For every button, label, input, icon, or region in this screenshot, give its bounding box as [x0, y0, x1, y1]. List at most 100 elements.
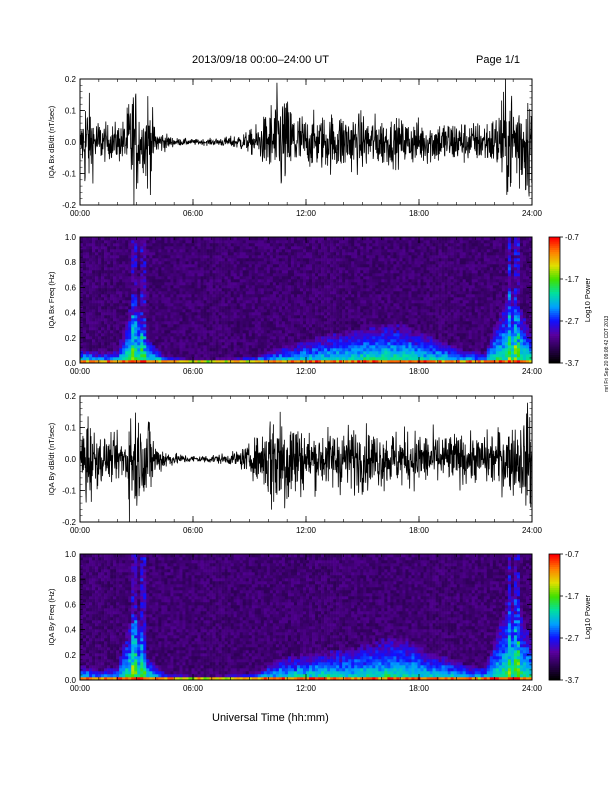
spectrogram-cell: [155, 321, 159, 325]
spectrogram-cell: [158, 252, 162, 256]
spectrogram-cell: [152, 270, 156, 274]
spectrogram-cell: [116, 300, 120, 304]
spectrogram-cell: [296, 333, 301, 337]
spectrogram-cell: [80, 348, 84, 352]
spectrogram-cell: [179, 330, 183, 334]
spectrogram-cell: [411, 348, 415, 352]
spectrogram-cell: [182, 243, 186, 247]
spectrogram-cell: [278, 297, 283, 301]
spectrogram-cell: [423, 243, 427, 247]
spectrogram-cell: [104, 240, 108, 244]
spectrogram-cell: [354, 333, 358, 337]
spectrogram-cell: [263, 348, 268, 352]
spectrogram-cell: [378, 249, 382, 253]
spectrogram-cell: [366, 294, 370, 298]
spectrogram-cell: [143, 345, 147, 349]
spectrogram-cell: [236, 288, 240, 292]
spectrogram-cell: [128, 300, 132, 304]
spectrogram-cell: [209, 273, 213, 277]
spectrogram-cell: [248, 264, 253, 268]
spectrogram-cell: [269, 300, 274, 304]
spectrogram-cell: [411, 240, 415, 244]
spectrogram-cell: [293, 240, 298, 244]
spectrogram-cell: [197, 270, 201, 274]
spectrogram-cell: [299, 261, 304, 265]
spectrogram-cell: [215, 285, 219, 289]
spectrogram-cell: [80, 360, 84, 364]
spectrogram-cell: [176, 279, 180, 283]
spectrogram-cell: [182, 330, 186, 334]
spectrogram-cell: [188, 276, 192, 280]
spectrogram-cell: [290, 354, 295, 358]
spectrogram-cell: [89, 258, 93, 262]
spectrogram-cell: [224, 240, 228, 244]
spectrogram-cell: [260, 321, 265, 325]
spectrogram-cell: [218, 249, 222, 253]
spectrogram-cell: [275, 261, 280, 265]
spectrogram-cell: [182, 297, 186, 301]
spectrogram-cell: [348, 282, 352, 286]
spectrogram-cell: [296, 342, 301, 346]
spectrogram-cell: [336, 252, 340, 256]
spectrogram-cell: [107, 357, 111, 361]
spectrogram-cell: [218, 252, 222, 256]
spectrogram-cell: [402, 360, 406, 364]
spectrogram-cell: [315, 333, 319, 337]
spectrogram-cell: [333, 342, 337, 346]
spectrogram-cell: [396, 237, 400, 241]
spectrogram-cell: [173, 291, 177, 295]
spectrogram-cell: [312, 312, 316, 316]
spectrogram-cell: [396, 312, 400, 316]
spectrogram-cell: [278, 258, 283, 262]
spectrogram-cell: [215, 246, 219, 250]
spectrogram-cell: [239, 264, 244, 268]
spectrogram-cell: [405, 318, 409, 322]
spectrogram-cell: [92, 249, 96, 253]
spectrogram-cell: [218, 285, 222, 289]
spectrogram-cell: [215, 309, 219, 313]
spectrogram-cell: [245, 321, 250, 325]
spectrogram-cell: [182, 309, 186, 313]
spectrogram-cell: [230, 348, 234, 352]
spectrogram-cell: [399, 288, 403, 292]
spectrogram-cell: [173, 243, 177, 247]
spectrogram-cell: [197, 288, 201, 292]
spectrogram-cell: [393, 312, 397, 316]
spectrogram-cell: [275, 351, 280, 355]
spectrogram-cell: [269, 342, 274, 346]
spectrogram-cell: [245, 273, 250, 277]
spectrogram-cell: [236, 255, 240, 259]
spectrogram-cell: [251, 321, 256, 325]
x-tick-label: 12:00: [296, 209, 317, 218]
spectrogram-cell: [296, 243, 301, 247]
spectrogram-cell: [167, 354, 171, 358]
spectrogram-cell: [194, 264, 198, 268]
spectrogram-cell: [206, 276, 210, 280]
spectrogram-cell: [188, 354, 192, 358]
spectrogram-cell: [324, 294, 328, 298]
spectrogram-cell: [107, 249, 111, 253]
spectrogram-cell: [212, 240, 216, 244]
spectrogram-cell: [101, 327, 105, 331]
spectrogram-cell: [278, 342, 283, 346]
spectrogram-cell: [330, 315, 334, 319]
spectrogram-cell: [333, 348, 337, 352]
spectrogram-cell: [167, 339, 171, 343]
spectrogram-cell: [176, 327, 180, 331]
spectrogram-cell: [176, 258, 180, 262]
spectrogram-cell: [146, 357, 150, 361]
spectrogram-cell: [345, 315, 349, 319]
spectrogram-cell: [302, 303, 307, 307]
spectrogram-cell: [333, 300, 337, 304]
spectrogram-cell: [411, 237, 415, 241]
spectrogram-cell: [324, 297, 328, 301]
spectrogram-cell: [366, 306, 370, 310]
spectrogram-cell: [278, 354, 283, 358]
spectrogram-cell: [227, 300, 231, 304]
spectrogram-cell: [330, 339, 334, 343]
spectrogram-cell: [134, 264, 138, 268]
spectrogram-cell: [134, 342, 138, 346]
spectrogram-cell: [221, 360, 225, 364]
spectrogram-cell: [116, 249, 120, 253]
spectrogram-cell: [375, 348, 379, 352]
